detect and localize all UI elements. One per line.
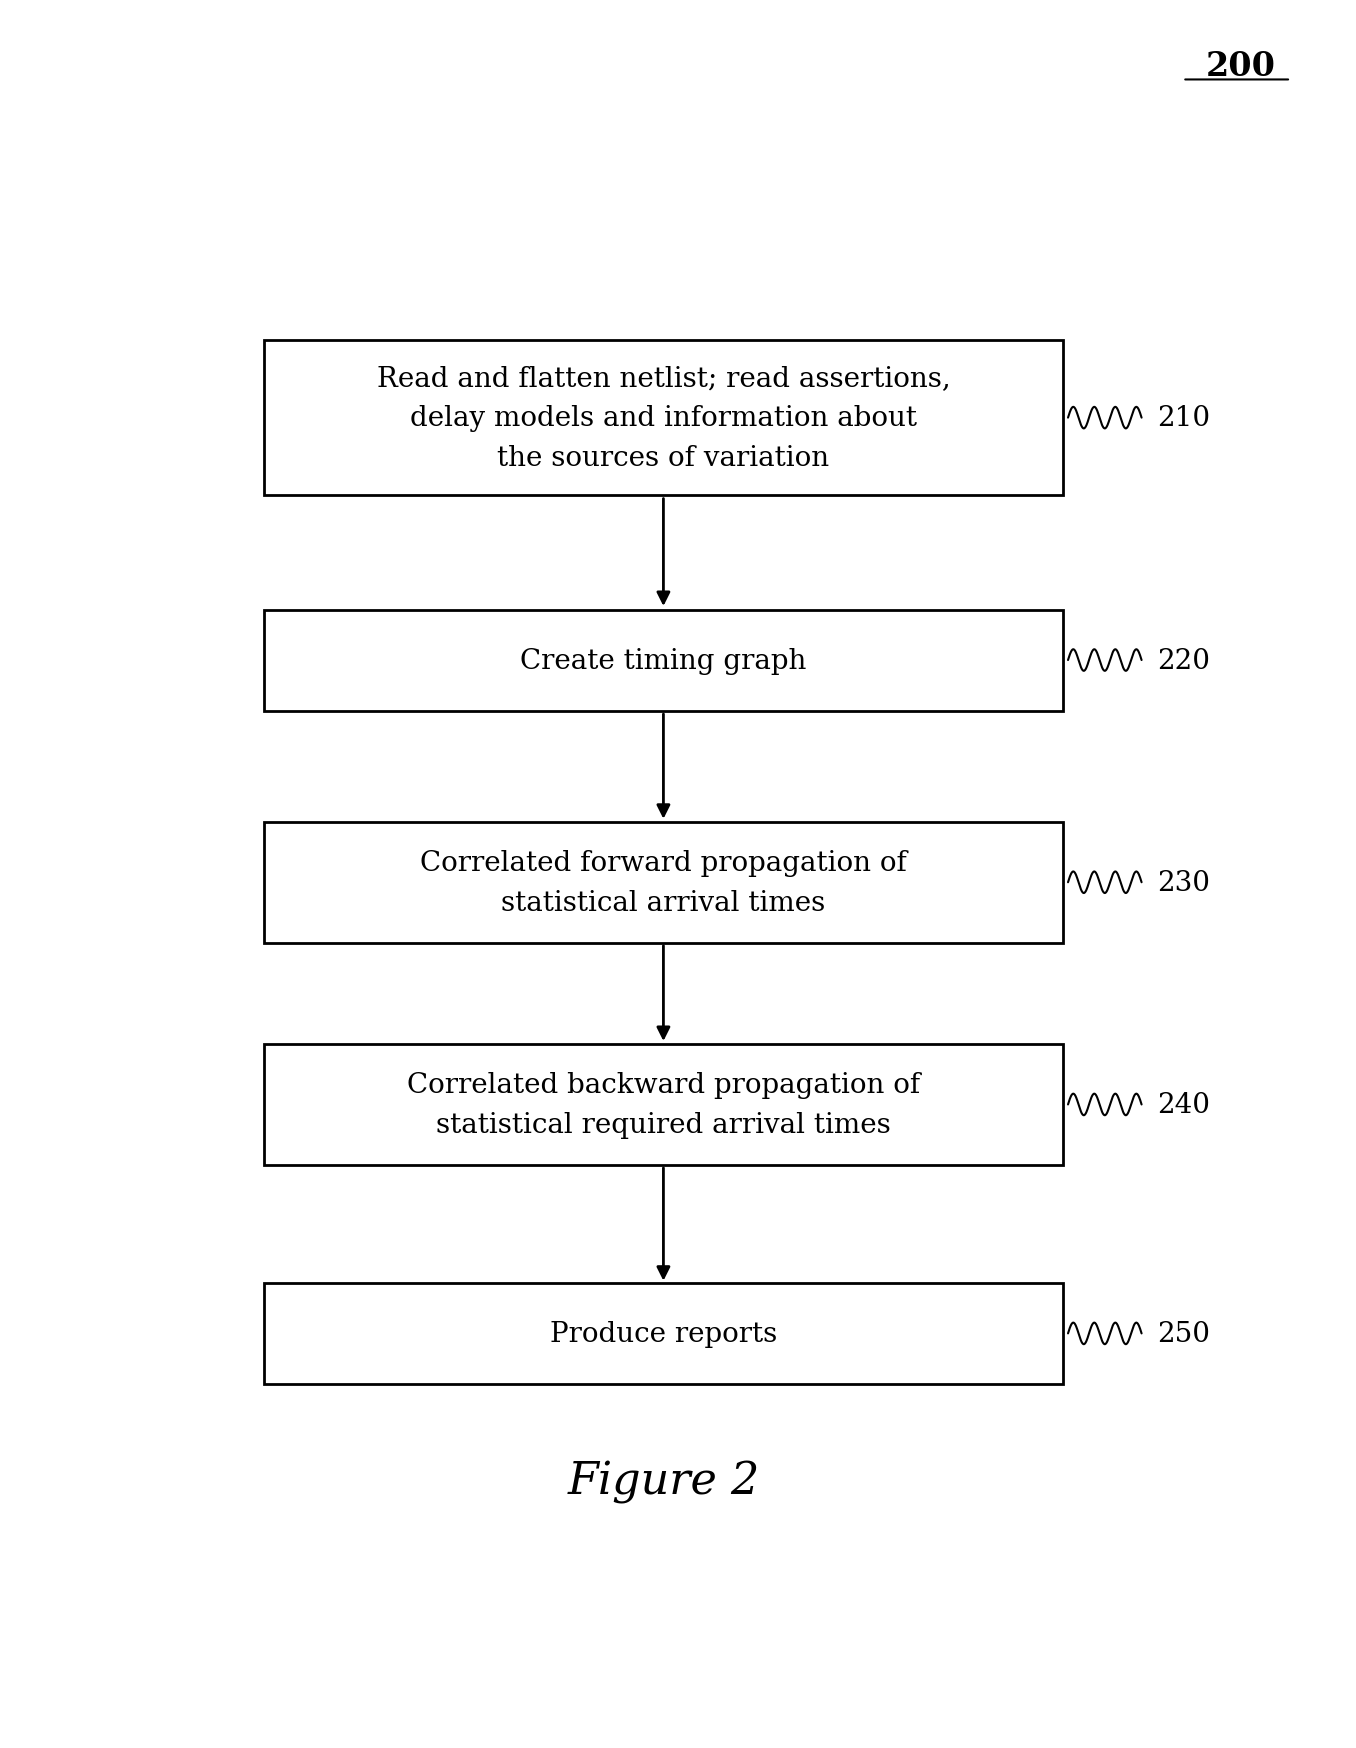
Bar	[264, 610, 1063, 711]
Text: Correlated forward propagation of
statistical arrival times: Correlated forward propagation of statis…	[420, 850, 907, 916]
Text: 210: 210	[1158, 406, 1211, 432]
Text: Read and flatten netlist; read assertions,
delay models and information about
th: Read and flatten netlist; read assertion…	[377, 365, 951, 472]
Bar	[264, 341, 1063, 496]
Text: 200: 200	[1205, 51, 1276, 82]
Text: 230: 230	[1158, 869, 1211, 897]
Text: 220: 220	[1158, 647, 1211, 675]
Bar	[264, 1044, 1063, 1166]
Bar	[264, 822, 1063, 944]
Text: Produce reports: Produce reports	[549, 1320, 777, 1348]
Text: Correlated backward propagation of
statistical required arrival times: Correlated backward propagation of stati…	[407, 1072, 921, 1138]
Bar	[264, 1283, 1063, 1384]
Text: 250: 250	[1158, 1320, 1211, 1348]
Text: Figure 2: Figure 2	[567, 1460, 759, 1503]
Text: Create timing graph: Create timing graph	[521, 647, 807, 675]
Text: 240: 240	[1158, 1091, 1211, 1119]
